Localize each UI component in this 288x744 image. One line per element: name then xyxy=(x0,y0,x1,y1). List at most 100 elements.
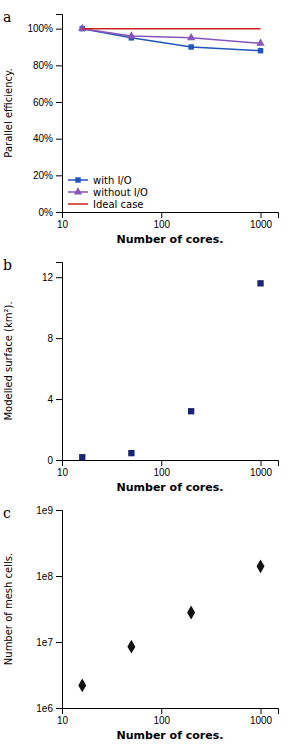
tick-label: 12 xyxy=(42,272,54,283)
tick-label: 100 xyxy=(153,715,170,726)
tick-label: 40% xyxy=(33,133,53,144)
tick-mark xyxy=(261,708,262,714)
series-line xyxy=(82,29,260,51)
x-axis: 10 100 1000 xyxy=(57,212,279,230)
tick: 100 xyxy=(153,708,170,726)
marker xyxy=(78,678,86,692)
legend-label: Ideal case xyxy=(93,199,144,210)
tick-label: 0% xyxy=(39,207,54,218)
marker xyxy=(257,559,265,573)
tick: 12 xyxy=(42,272,62,283)
tick-mark xyxy=(56,708,62,709)
panel: 10 100 1000 0% 20% 40% 60% 80% 100% Number of cor… xyxy=(3,9,279,246)
tick-mark xyxy=(56,338,62,339)
tick-mark xyxy=(56,642,62,643)
tick: 1e6 xyxy=(36,703,62,714)
tick-mark xyxy=(56,277,62,278)
tick-label: 1e6 xyxy=(36,703,53,714)
tick: 1e9 xyxy=(36,505,62,516)
y-axis: 0 4 8 12 xyxy=(42,263,63,466)
tick-label: 10 xyxy=(57,715,69,726)
tick: 40% xyxy=(33,133,62,144)
tick: 100 xyxy=(153,212,170,230)
y-axis-line xyxy=(56,263,63,461)
panel-label: c xyxy=(3,505,11,521)
tick: 10 xyxy=(57,212,69,230)
legend-item: with I/O xyxy=(68,175,132,186)
tick: 1e8 xyxy=(36,571,62,582)
tick-label: 100 xyxy=(153,467,170,478)
legend-item: without I/O xyxy=(68,187,148,198)
legend-label: with I/O xyxy=(93,175,132,186)
tick-mark xyxy=(56,399,62,400)
marker xyxy=(258,48,263,53)
tick-label: 1e7 xyxy=(36,637,53,648)
legend-marker xyxy=(75,177,80,182)
y-axis: 1e6 1e7 1e8 1e9 xyxy=(36,505,62,714)
marker xyxy=(78,24,86,31)
y-axis: 0% 20% 40% 60% 80% 100% xyxy=(27,15,62,218)
marker xyxy=(187,606,195,620)
marker xyxy=(188,408,194,414)
legend-marker xyxy=(74,187,82,194)
tick: 1000 xyxy=(250,460,273,478)
series-line xyxy=(82,29,260,44)
marker xyxy=(187,33,195,40)
tick: 1000 xyxy=(250,212,273,230)
tick-mark xyxy=(56,175,62,176)
tick-label: 0 xyxy=(47,455,53,466)
x-axis: 10 100 1000 xyxy=(57,708,279,726)
tick: 100% xyxy=(27,23,62,34)
y-axis-title: Modelled surface (km²). xyxy=(3,301,14,420)
tick-mark xyxy=(56,139,62,140)
tick: 20% xyxy=(33,170,62,181)
tick-label: 10 xyxy=(57,467,69,478)
tick-mark xyxy=(56,576,62,577)
tick-label: 1e8 xyxy=(36,571,53,582)
tick-label: 60% xyxy=(33,97,53,108)
x-axis-title: Number of cores. xyxy=(117,233,224,246)
marker xyxy=(127,31,135,38)
tick-mark xyxy=(56,29,62,30)
tick: 80% xyxy=(33,60,62,71)
tick: 1e7 xyxy=(36,637,62,648)
panel: 10 100 1000 0 4 8 12 Number of cores. Modelled s… xyxy=(3,257,279,494)
tick: 10 xyxy=(57,460,69,478)
tick-label: 10 xyxy=(57,219,69,230)
x-axis: 10 100 1000 xyxy=(57,460,279,478)
tick: 8 xyxy=(47,333,62,344)
tick: 0 xyxy=(47,455,62,466)
tick-mark xyxy=(56,510,62,511)
tick-label: 1000 xyxy=(250,219,273,230)
marker xyxy=(128,450,134,456)
x-axis-title: Number of cores. xyxy=(117,481,224,494)
marker xyxy=(257,280,263,286)
marker xyxy=(79,454,85,460)
chart-container: 1010010000%20%40%60%80%100%Number of cor… xyxy=(0,0,288,744)
marker xyxy=(188,44,193,49)
x-axis-line xyxy=(63,213,279,219)
x-axis-line xyxy=(63,461,279,467)
tick-label: 8 xyxy=(47,333,53,344)
tick-mark xyxy=(56,460,62,461)
legend-item: Ideal case xyxy=(68,199,144,210)
marker xyxy=(256,39,264,46)
plot-area xyxy=(79,280,264,460)
tick-mark xyxy=(261,460,262,466)
y-axis-line xyxy=(56,511,63,709)
tick-label: 1000 xyxy=(250,467,273,478)
plot-area xyxy=(78,559,264,692)
legend-label: without I/O xyxy=(93,187,148,198)
tick-mark xyxy=(56,212,62,213)
panel: 10 100 1000 1e6 1e7 1e8 1e9 Number of cores. Num… xyxy=(3,505,279,742)
tick: 10 xyxy=(57,708,69,726)
tick: 100 xyxy=(153,460,170,478)
tick: 1000 xyxy=(250,708,273,726)
tick-label: 100% xyxy=(27,23,53,34)
y-axis-title: Number of mesh cells. xyxy=(3,553,14,665)
x-axis-title: Number of cores. xyxy=(117,729,224,742)
tick-mark xyxy=(56,65,62,66)
tick-label: 4 xyxy=(47,394,53,405)
tick-label: 1000 xyxy=(250,715,273,726)
figure: 1010010000%20%40%60%80%100%Number of cor… xyxy=(0,0,288,744)
